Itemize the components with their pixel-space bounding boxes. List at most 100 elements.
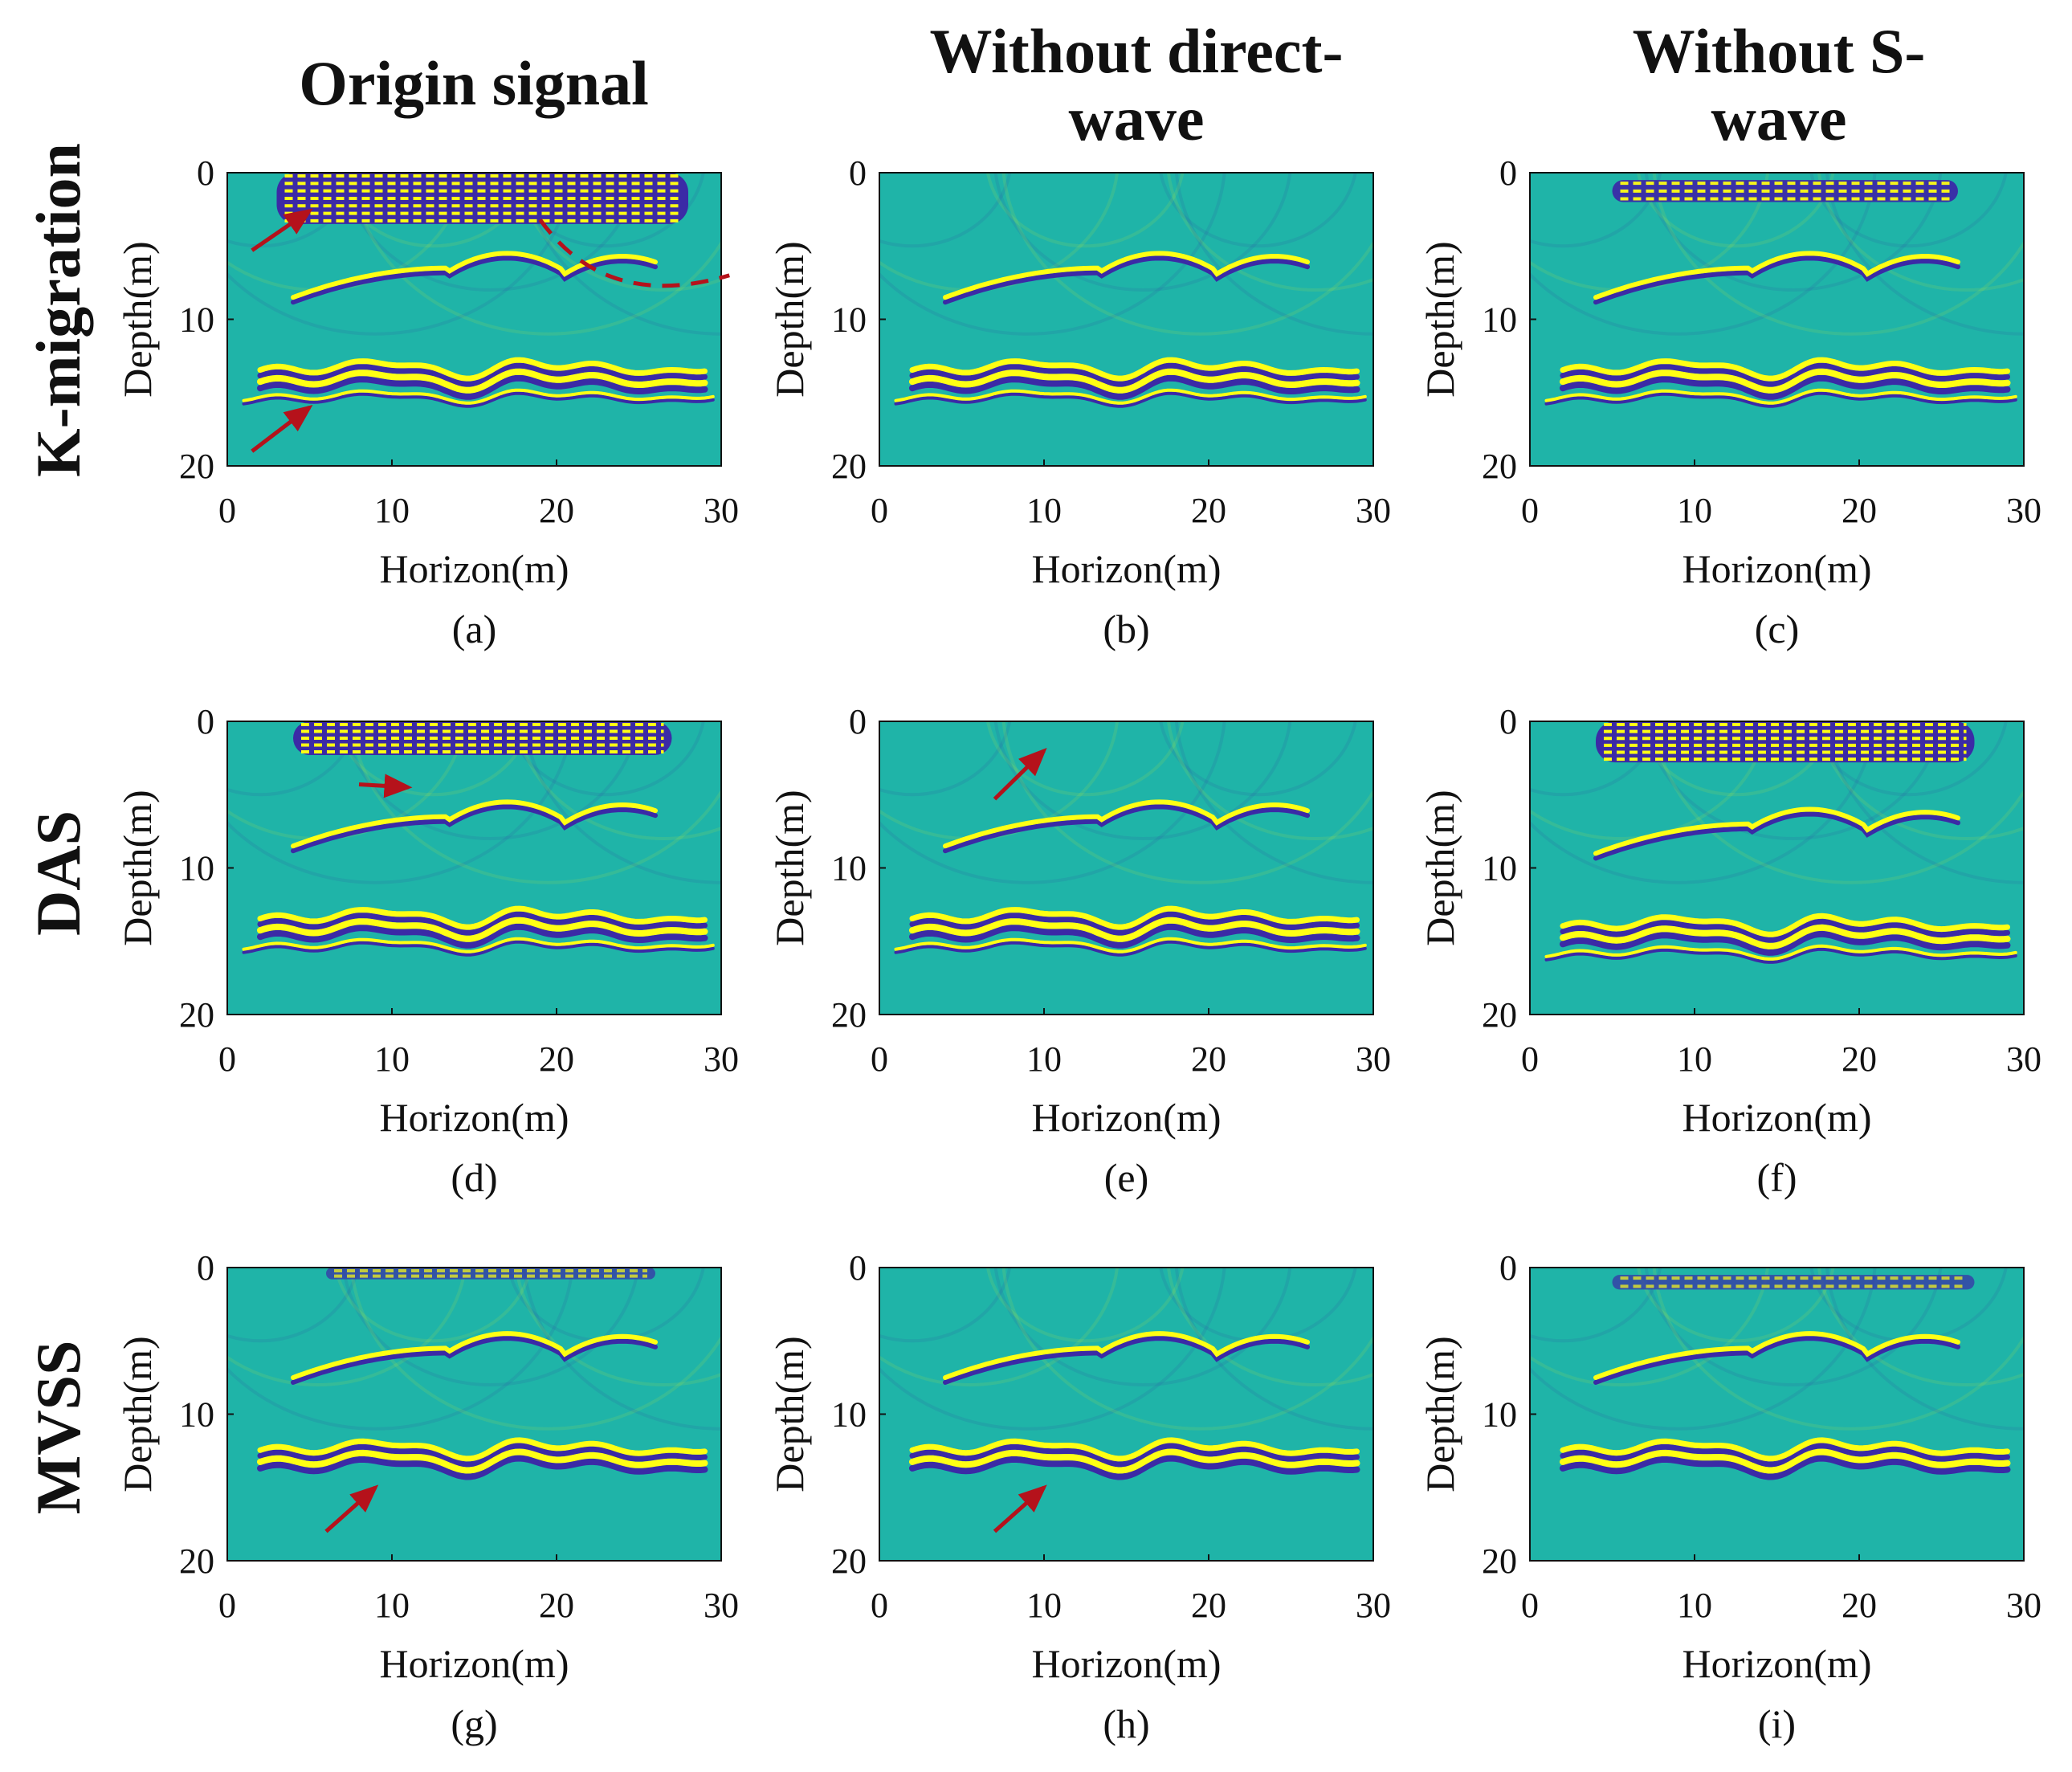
diffraction-arc bbox=[1817, 173, 2024, 292]
lower-reflector-3-trough bbox=[1544, 947, 2017, 964]
x-axis-label: Horizon(m) bbox=[1031, 546, 1221, 591]
lower-reflector-3-peak bbox=[1544, 944, 2017, 961]
heatmap-content bbox=[227, 1268, 721, 1480]
lower-reflector-3-peak bbox=[894, 388, 1367, 405]
diffraction-arc bbox=[1166, 1268, 1373, 1386]
lower-reflector-1-peak bbox=[1560, 1437, 2010, 1462]
column-title-line1: Without direct- bbox=[929, 16, 1344, 86]
lower-reflector-3-trough bbox=[894, 391, 1367, 408]
y-tick-label: 20 bbox=[1482, 1541, 1517, 1581]
lower-reflector-2-peak bbox=[257, 917, 708, 942]
column-title-line2: wave bbox=[1068, 84, 1205, 153]
diffraction-arc bbox=[227, 721, 574, 884]
y-tick-label: 20 bbox=[831, 995, 867, 1035]
diffraction-arc bbox=[227, 1268, 360, 1343]
upper-reflector-peak bbox=[1593, 1331, 1960, 1380]
diffraction-arc bbox=[993, 721, 1292, 840]
y-tick-label: 20 bbox=[1482, 447, 1517, 486]
diffraction-arc bbox=[1001, 1268, 1373, 1431]
diffraction-arc bbox=[1636, 721, 1835, 797]
diffraction-arc bbox=[879, 1268, 1012, 1343]
x-tick-label: 20 bbox=[1842, 491, 1877, 530]
diffraction-arc bbox=[1817, 721, 2024, 840]
x-axis-label: Horizon(m) bbox=[1031, 1095, 1221, 1140]
lower-reflector-2-trough bbox=[257, 923, 708, 949]
diffraction-arc bbox=[1644, 1268, 1943, 1386]
diffraction-arc bbox=[1644, 721, 1943, 840]
diffraction-arc bbox=[227, 1268, 467, 1386]
lower-reflector-3-peak bbox=[894, 937, 1367, 953]
y-axis-label: Depth(m) bbox=[1417, 241, 1462, 397]
lower-reflector-1-peak bbox=[909, 905, 1360, 930]
diffraction-arc bbox=[1636, 1268, 1835, 1343]
diffraction-arc bbox=[879, 173, 1226, 336]
heatmap-content bbox=[227, 721, 721, 957]
x-tick-label: 0 bbox=[218, 1586, 236, 1625]
x-tick-label: 0 bbox=[218, 491, 236, 530]
x-axis-label: Horizon(m) bbox=[379, 1641, 569, 1686]
diffraction-arc bbox=[1166, 173, 1373, 292]
y-tick-label: 10 bbox=[179, 300, 214, 340]
diffraction-arc bbox=[879, 173, 1012, 248]
y-tick-label: 10 bbox=[179, 849, 214, 888]
lower-reflector-2-peak bbox=[909, 368, 1360, 394]
y-tick-label: 10 bbox=[831, 300, 867, 340]
annotation-arrow bbox=[358, 774, 413, 798]
upper-reflector-peak bbox=[943, 251, 1310, 300]
x-tick-label: 10 bbox=[374, 1586, 410, 1625]
x-axis-label: Horizon(m) bbox=[1682, 546, 1871, 591]
lower-reflector-1-trough bbox=[909, 911, 1360, 936]
heatmap-content bbox=[879, 1268, 1373, 1480]
diffraction-arc bbox=[1530, 721, 1662, 797]
x-axis-label: Horizon(m) bbox=[1682, 1641, 1871, 1686]
y-tick-label: 20 bbox=[179, 1541, 214, 1581]
subplot-d: 0 10 20 30 0 10 20 Horizon(m) Depth(m) (d) bbox=[115, 702, 739, 1200]
lower-reflector-2-peak bbox=[909, 1448, 1360, 1474]
subplot-g: 0 10 20 30 0 10 20 Horizon(m) Depth(m) (g) bbox=[115, 1248, 739, 1746]
annotation-dashed-curve bbox=[538, 218, 730, 288]
diffraction-arc bbox=[1809, 721, 2008, 797]
lower-reflector-3-trough bbox=[242, 940, 715, 957]
lower-reflector-3-trough bbox=[894, 940, 1367, 957]
y-tick-label: 10 bbox=[831, 849, 867, 888]
y-tick-label: 0 bbox=[849, 153, 867, 193]
diffraction-arc bbox=[341, 1268, 640, 1386]
diffraction-arc bbox=[879, 721, 1226, 884]
diffraction-arc bbox=[1809, 173, 2008, 248]
lower-reflector-2-peak bbox=[1560, 1448, 2011, 1474]
x-tick-label: 0 bbox=[218, 1039, 236, 1079]
diffraction-arc bbox=[227, 1268, 574, 1431]
x-tick-label: 0 bbox=[871, 491, 888, 530]
upper-reflector-peak bbox=[291, 251, 658, 300]
upper-reflector-peak bbox=[1593, 806, 1960, 856]
subplot-caption: (i) bbox=[1758, 1701, 1796, 1746]
diffraction-arc bbox=[341, 173, 640, 292]
lower-reflector-1-trough bbox=[909, 362, 1360, 387]
x-tick-label: 10 bbox=[1026, 1039, 1062, 1079]
y-tick-label: 20 bbox=[1482, 995, 1517, 1035]
heatmap-background bbox=[1530, 173, 2024, 466]
diffraction-arc bbox=[349, 721, 721, 884]
lower-reflector-2-peak bbox=[257, 1448, 708, 1474]
diffraction-arc bbox=[993, 1268, 1292, 1386]
diffraction-arc bbox=[1636, 173, 1835, 248]
lower-reflector-2-trough bbox=[257, 374, 708, 400]
direct-wave-block bbox=[1596, 721, 1975, 763]
lower-reflector-3-peak bbox=[242, 388, 715, 405]
diffraction-arc bbox=[1652, 173, 2024, 336]
subplot-caption: (g) bbox=[451, 1701, 497, 1746]
annotation-arrow bbox=[251, 404, 313, 453]
heatmap-content bbox=[1530, 721, 2024, 964]
diffraction-arc bbox=[333, 173, 532, 248]
upper-reflector-trough bbox=[943, 255, 1310, 305]
column-title-line2: wave bbox=[1711, 84, 1847, 153]
lower-reflector-2-peak bbox=[1560, 368, 2011, 394]
subplot-caption: (b) bbox=[1103, 606, 1149, 651]
subplot-caption: (d) bbox=[451, 1155, 497, 1200]
lower-reflector-1-trough bbox=[257, 1443, 708, 1468]
x-axis-label: Horizon(m) bbox=[1682, 1095, 1871, 1140]
diffraction-arc bbox=[985, 173, 1185, 248]
y-tick-label: 0 bbox=[1499, 153, 1517, 193]
